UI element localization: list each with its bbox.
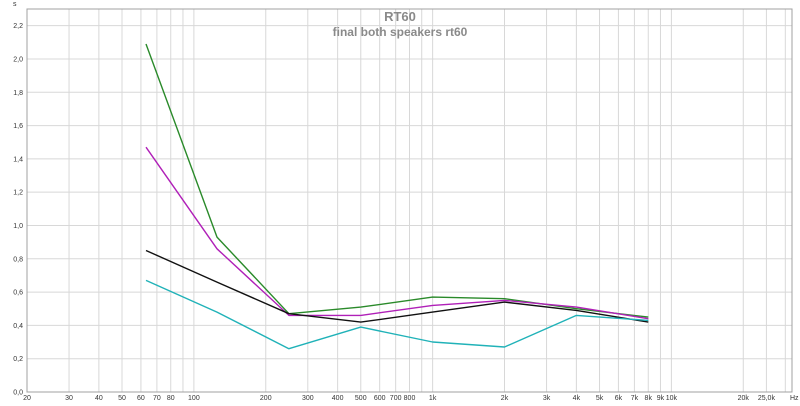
series-lines bbox=[145, 43, 649, 350]
x-tick-label: 400 bbox=[332, 395, 344, 402]
x-tick-label: 30 bbox=[65, 395, 73, 402]
x-tick-label: 500 bbox=[355, 395, 367, 402]
y-tick-label: 1,6 bbox=[13, 123, 23, 130]
x-tick-label: 700 bbox=[390, 395, 402, 402]
y-tick-label: 0,6 bbox=[13, 290, 23, 297]
x-tick-label: 6k bbox=[615, 395, 623, 402]
y-tick-label: 0,0 bbox=[13, 390, 23, 397]
x-axis-ticks: 20 30 40 50 60 70 80 100 200 300 400 500 600 700 800 1k… bbox=[23, 395, 775, 402]
x-tick-label: 9k bbox=[657, 395, 665, 402]
y-tick-label: 2,2 bbox=[13, 23, 23, 30]
x-tick-label: 800 bbox=[404, 395, 416, 402]
x-tick-label: 8k bbox=[645, 395, 653, 402]
y-tick-label: 0,8 bbox=[13, 256, 23, 263]
x-tick-label: 7k bbox=[631, 395, 639, 402]
x-tick-label: 2k bbox=[501, 395, 509, 402]
y-tick-label: 0,4 bbox=[13, 323, 23, 330]
x-tick-label: 10k bbox=[666, 395, 678, 402]
series-line-1 bbox=[145, 43, 649, 318]
x-tick-label: 300 bbox=[302, 395, 314, 402]
series-line-3 bbox=[145, 249, 649, 323]
series-line-4 bbox=[145, 279, 649, 350]
x-tick-label: 25,0k bbox=[758, 395, 776, 402]
x-tick-label: 200 bbox=[260, 395, 272, 402]
x-tick-label: 20k bbox=[738, 395, 750, 402]
series-line-2 bbox=[145, 146, 649, 320]
chart-title: RT60 bbox=[384, 9, 416, 24]
x-tick-label: 40 bbox=[95, 395, 103, 402]
x-tick-label: 70 bbox=[153, 395, 161, 402]
y-axis-unit: s bbox=[13, 1, 17, 8]
y-tick-label: 1,2 bbox=[13, 190, 23, 197]
grid bbox=[27, 9, 792, 393]
x-tick-label: 1k bbox=[429, 395, 437, 402]
x-tick-label: 80 bbox=[167, 395, 175, 402]
x-tick-label: 100 bbox=[188, 395, 200, 402]
y-tick-label: 1,0 bbox=[13, 223, 23, 230]
x-tick-label: 4k bbox=[573, 395, 581, 402]
y-tick-label: 2,0 bbox=[13, 56, 23, 63]
plot-frame bbox=[26, 8, 793, 393]
x-tick-label: 20 bbox=[23, 395, 31, 402]
y-tick-label: 1,4 bbox=[13, 156, 23, 163]
chart-subtitle: final both speakers rt60 bbox=[333, 25, 468, 39]
x-tick-label: 5k bbox=[596, 395, 604, 402]
x-tick-label: 3k bbox=[543, 395, 551, 402]
y-tick-label: 0,2 bbox=[13, 356, 23, 363]
x-tick-label: 600 bbox=[374, 395, 386, 402]
y-tick-label: 1,8 bbox=[13, 90, 23, 97]
x-axis-unit: Hz bbox=[790, 395, 799, 402]
x-tick-label: 50 bbox=[118, 395, 126, 402]
y-axis-ticks: 0,0 0,2 0,4 0,6 0,8 1,0 1,2 1,4 1,6 1,8 2,0 2,2 bbox=[13, 23, 23, 396]
x-tick-label: 60 bbox=[137, 395, 145, 402]
